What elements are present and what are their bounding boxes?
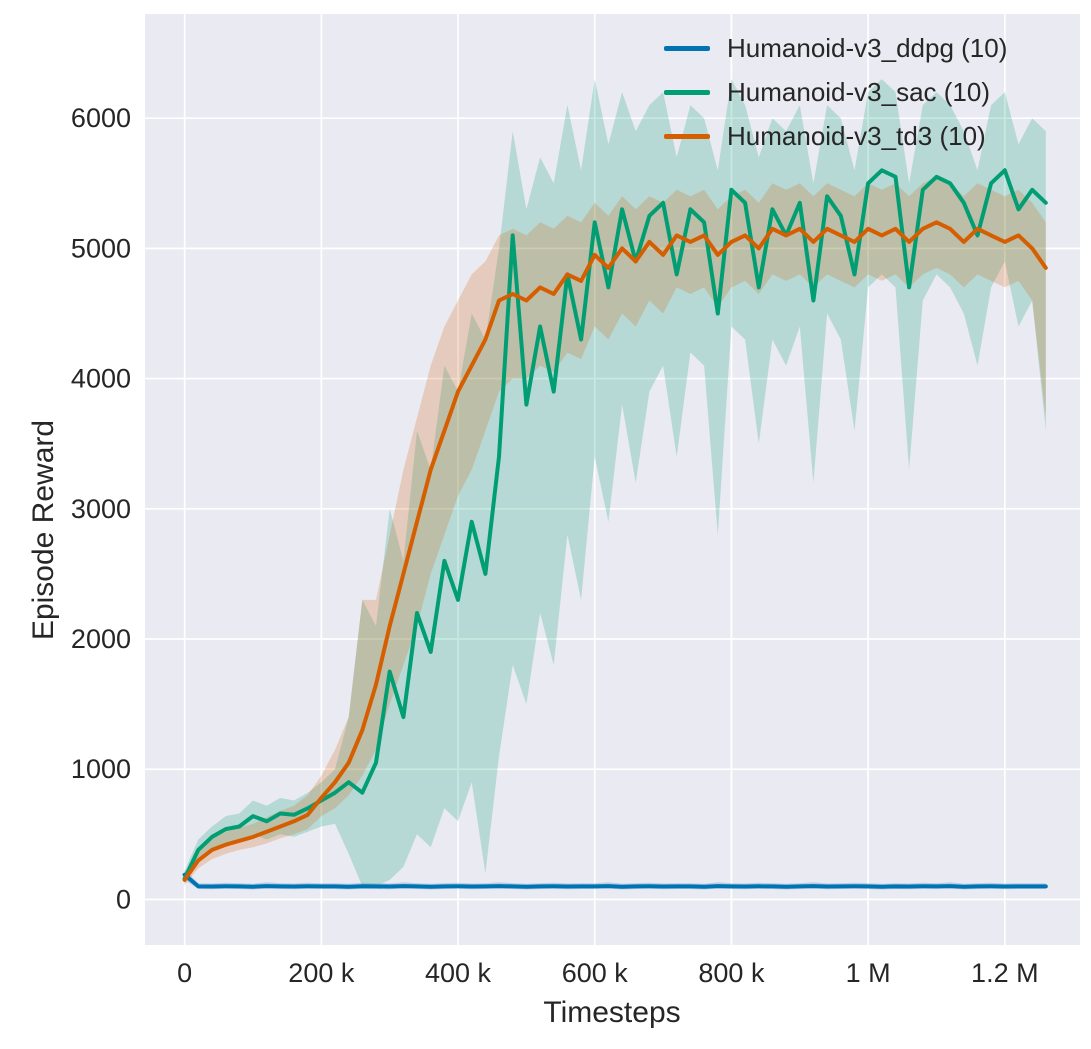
y-tick-label: 4000 [71, 364, 131, 394]
band-sac [184, 79, 1046, 887]
x-tick-label: 600 k [562, 958, 629, 988]
legend-swatch-td3 [664, 133, 710, 139]
legend: Humanoid-v3_ddpg (10) Humanoid-v3_sac (1… [664, 26, 1007, 158]
y-tick-label: 2000 [71, 624, 131, 654]
series-line-td3 [182, 220, 1048, 882]
y-tick-label: 1000 [71, 754, 131, 784]
y-tick-label: 6000 [71, 103, 131, 133]
x-tick-label: 400 k [425, 958, 492, 988]
x-tick-label: 0 [177, 958, 192, 988]
legend-label-td3: Humanoid-v3_td3 (10) [727, 120, 986, 151]
legend-item-ddpg: Humanoid-v3_ddpg (10) [664, 26, 1007, 70]
y-tick-label: 3000 [71, 494, 131, 524]
y-tick-label: 0 [116, 884, 131, 914]
legend-label-ddpg: Humanoid-v3_ddpg (10) [727, 32, 1008, 63]
x-tick-label: 800 k [698, 958, 765, 988]
y-axis-label: Episode Reward [27, 419, 60, 641]
series-line-ddpg [182, 872, 1048, 889]
x-tick-label: 1 M [846, 958, 891, 988]
plot-background [145, 14, 1080, 945]
band-td3 [184, 176, 1046, 886]
legend-item-sac: Humanoid-v3_sac (10) [664, 70, 1007, 114]
y-tick-label: 5000 [71, 233, 131, 263]
legend-swatch-ddpg [664, 45, 710, 51]
x-tick-label: 200 k [288, 958, 355, 988]
x-axis-label: Timesteps [543, 996, 681, 1029]
legend-swatch-sac [664, 89, 710, 95]
x-tick-label: 1.2 M [971, 958, 1039, 988]
series-line-sac [182, 168, 1048, 881]
legend-item-td3: Humanoid-v3_td3 (10) [664, 114, 1007, 158]
legend-label-sac: Humanoid-v3_sac (10) [727, 76, 991, 107]
